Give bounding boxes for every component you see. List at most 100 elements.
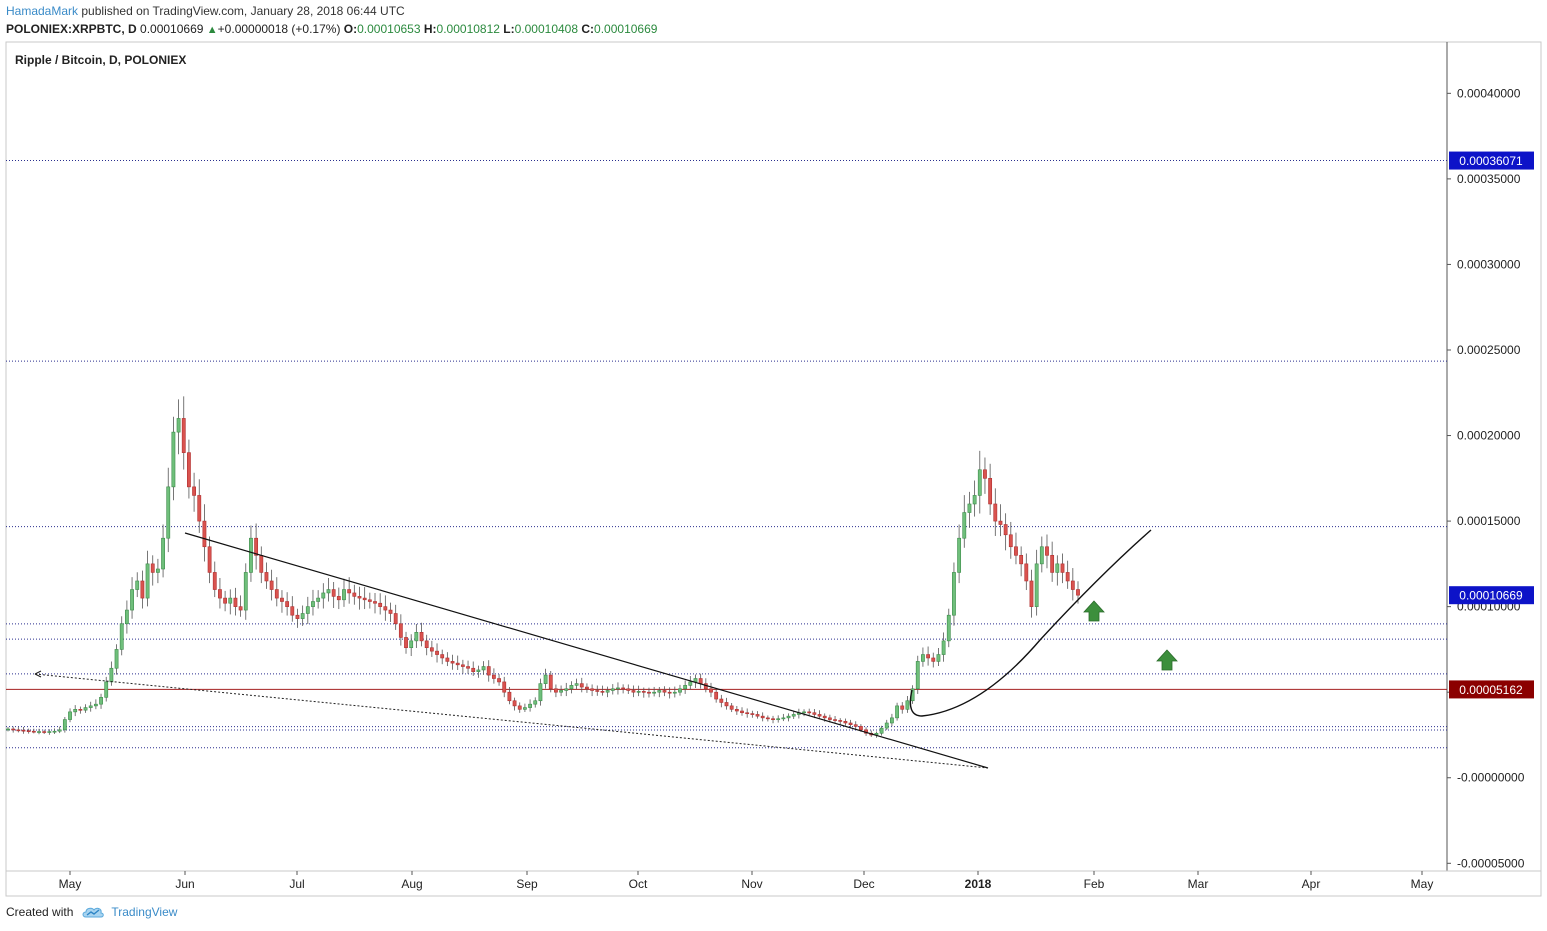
- rounded-support-curve: [909, 529, 1152, 717]
- x-tick-label: May: [1411, 877, 1434, 891]
- candle-body: [166, 486, 171, 539]
- candle-body: [647, 691, 651, 694]
- x-tick-label: Oct: [629, 877, 648, 891]
- candle-body: [626, 688, 631, 691]
- candle-body: [812, 712, 817, 715]
- price-label-box: [1449, 586, 1534, 605]
- up-arrow-icon: [1156, 649, 1178, 671]
- candle-body: [755, 714, 760, 717]
- candle-body: [440, 654, 445, 659]
- candle-body: [352, 592, 357, 597]
- candle-body: [858, 726, 863, 731]
- candle-body: [243, 572, 248, 611]
- candle-body: [233, 597, 238, 607]
- candle-body: [533, 700, 538, 705]
- y-tick-label: 0.00025000: [1457, 343, 1521, 357]
- candle-body: [528, 703, 532, 708]
- candle-body: [822, 715, 827, 719]
- author-link[interactable]: HamadaMark: [6, 4, 79, 18]
- candle-body: [300, 613, 305, 619]
- x-tick-label: Jul: [289, 877, 304, 891]
- candle-body: [977, 469, 982, 496]
- candle-body: [765, 717, 770, 720]
- candle-body: [93, 703, 98, 707]
- candle-body: [78, 709, 83, 711]
- candle-body: [156, 568, 160, 573]
- candle-body: [543, 674, 548, 684]
- candle-body: [1029, 580, 1034, 607]
- ohlc-bar: POLONIEX:XRPBTC, D 0.00010669 ▲+0.000000…: [6, 22, 657, 36]
- candle-body: [228, 597, 233, 604]
- candle-body: [331, 589, 336, 597]
- y-tick-label: 0.00035000: [1457, 172, 1521, 186]
- candle-body: [585, 686, 589, 690]
- candle-body: [150, 563, 155, 573]
- candle-body: [419, 632, 424, 642]
- y-tick-label: 0.00015000: [1457, 514, 1521, 528]
- chart-title: Ripple / Bitcoin, D, POLONIEX: [15, 53, 186, 67]
- candle-body: [497, 678, 501, 683]
- footer: Created with TradingView: [6, 905, 177, 919]
- candle-body: [321, 592, 326, 599]
- candle-body: [1008, 534, 1013, 548]
- candle-body: [192, 486, 196, 496]
- candle-body: [771, 718, 775, 721]
- candle-body: [962, 512, 967, 539]
- time-axis-frame: [5, 870, 1542, 897]
- candle-body: [187, 452, 191, 488]
- change-value: +0.00000018 (+0.17%): [217, 22, 341, 36]
- candle-body: [280, 597, 284, 602]
- candle-body: [879, 727, 884, 734]
- candle-body: [388, 609, 393, 614]
- candle-body: [595, 690, 600, 692]
- candle-body: [1003, 524, 1008, 536]
- candle-body: [972, 495, 977, 505]
- y-tick-label: -0.00000000: [1457, 771, 1525, 785]
- candle-body: [512, 700, 517, 707]
- candle-body: [305, 606, 310, 614]
- candle-body: [450, 661, 455, 664]
- tradingview-link[interactable]: TradingView: [111, 905, 178, 919]
- candle-body: [610, 688, 615, 691]
- candle-body: [786, 715, 791, 719]
- candle-body: [657, 690, 662, 693]
- x-tick-label: Jun: [175, 877, 194, 891]
- candle-body: [429, 647, 434, 652]
- candle-body: [574, 683, 579, 686]
- candle-body: [109, 667, 114, 683]
- high-label: H:: [423, 22, 437, 36]
- candle-body: [745, 712, 750, 715]
- candle-body: [404, 637, 408, 649]
- candle-body: [316, 597, 321, 602]
- candle-body: [1019, 555, 1024, 565]
- candle-body: [517, 705, 522, 710]
- candle-body: [114, 649, 119, 669]
- candle-body: [342, 589, 346, 601]
- candle-body: [833, 719, 837, 721]
- candle-body: [957, 537, 962, 573]
- y-tick-label: -0.00005000: [1457, 856, 1525, 870]
- candle-body: [952, 572, 956, 616]
- candle-body: [890, 717, 894, 724]
- candle-body: [548, 674, 553, 690]
- candle-body: [1070, 580, 1075, 590]
- candle-body: [202, 520, 207, 548]
- candle-body: [616, 687, 620, 690]
- candle-body: [698, 678, 703, 684]
- chart-frame: [5, 41, 1542, 872]
- candle-body: [672, 691, 677, 694]
- candle-body: [983, 469, 987, 479]
- candle-body: [68, 711, 72, 720]
- candle-body: [223, 597, 228, 604]
- candle-body: [926, 654, 930, 659]
- candle-body: [709, 688, 713, 693]
- candle-body: [435, 650, 439, 655]
- x-tick-label: Mar: [1188, 877, 1209, 891]
- candle-body: [776, 718, 781, 721]
- candle-body: [895, 705, 899, 719]
- candle-body: [1065, 572, 1070, 582]
- last-price: 0.00010669: [140, 22, 204, 36]
- candle-body: [662, 690, 667, 693]
- candle-body: [760, 715, 765, 719]
